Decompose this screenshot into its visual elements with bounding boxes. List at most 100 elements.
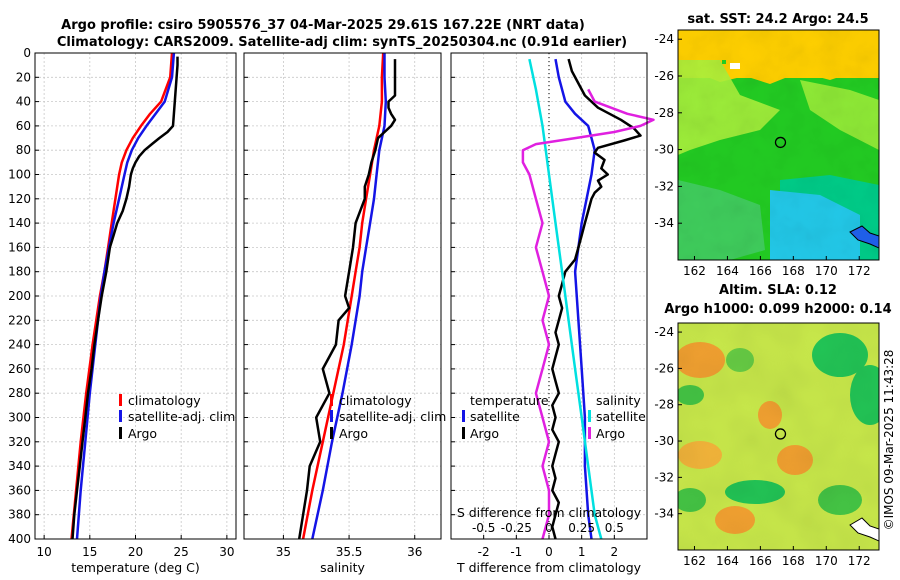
legend-swatch-s-argo (588, 427, 591, 439)
map-x-tick-label: 172 (848, 554, 871, 568)
x-tick-label: 30 (219, 545, 234, 559)
map-x-tick-label: 168 (782, 264, 805, 278)
series-line-climatology (301, 52, 385, 540)
top-tick-label: 0.5 (605, 521, 624, 535)
y-tick-label: 400 (8, 532, 31, 546)
y-tick-label: 20 (16, 70, 31, 84)
map-x-tick-label: 164 (716, 554, 739, 568)
y-tick-label: 80 (16, 143, 31, 157)
top-axis-label: S difference from climatology (457, 505, 642, 520)
sla-map-ticks: 162 164 166 168 170 172 -24 -26 -28 -30 -32 -34 (654, 325, 870, 568)
map-y-tick-label: -32 (654, 470, 674, 484)
y-tick-label: 0 (23, 46, 31, 60)
y-tick-label: 140 (8, 216, 31, 230)
legend-swatch-argo (119, 427, 122, 439)
legend-label-t-satellite: satellite (470, 409, 520, 424)
legend-label-climatology: climatology (339, 393, 412, 408)
x-tick-label: 35.5 (336, 545, 363, 559)
difference-panel: -2 -1 0 1 2T difference from climatology S di… (450, 52, 655, 575)
legend-label-s-argo: Argo (596, 426, 625, 441)
sst-cloud-gap (730, 63, 740, 69)
sla-texture (678, 323, 879, 550)
map-y-tick-label: -34 (654, 507, 674, 521)
x-tick-label: -1 (510, 545, 522, 559)
series-line-argo (297, 59, 397, 540)
salinity-panel: 35 35.5 36 salinity (243, 52, 442, 575)
map-x-tick-label: 168 (782, 554, 805, 568)
y-tick-label: 280 (8, 386, 31, 400)
map-x-tick-label: 164 (716, 264, 739, 278)
legend-label-satellite: satellite-adj. clim (339, 409, 446, 424)
x-tick-label: -2 (478, 545, 490, 559)
y-tick-label: 180 (8, 265, 31, 279)
new-caledonia-coast (849, 517, 879, 542)
map-x-tick-label: 162 (683, 264, 706, 278)
legend-swatch-satellite (119, 410, 122, 422)
map-y-tick-label: -30 (654, 434, 674, 448)
series-line-t-argo (551, 58, 642, 540)
x-tick-label: 0 (545, 545, 553, 559)
argo-position-marker (774, 136, 787, 149)
top-tick-label: -0.5 (472, 521, 495, 535)
sla-map: 162 164 166 168 170 172 -24 -26 -28 -30 -32 -34 (654, 322, 880, 568)
y-tick-label: 240 (8, 338, 31, 352)
map-y-tick-label: -28 (654, 106, 674, 120)
series-line-climatology (70, 52, 174, 540)
y-tick-label: 200 (8, 289, 31, 303)
map-x-tick-label: 170 (815, 264, 838, 278)
y-tick-label: 340 (8, 459, 31, 473)
y-tick-label: 100 (8, 168, 31, 182)
series-line-argo (71, 56, 179, 540)
y-tick-label: 360 (8, 483, 31, 497)
y-tick-label: 320 (8, 435, 31, 449)
top-tick-label: -0.25 (501, 521, 532, 535)
map-x-tick-label: 170 (815, 554, 838, 568)
y-tick-label: 40 (16, 95, 31, 109)
map-y-tick-label: -24 (654, 325, 674, 339)
x-tick-label: 10 (36, 545, 51, 559)
y-tick-label: 380 (8, 508, 31, 522)
top-tick-label: 0 (545, 521, 553, 535)
legend-swatch-t-satellite (462, 410, 465, 422)
sst-map-ticks: 162 164 166 168 170 172 -24 -26 -28 -30 -32 -34 (654, 32, 870, 278)
legend-swatch-s-satellite (588, 410, 591, 422)
map-x-tick-label: 162 (683, 554, 706, 568)
map-y-tick-label: -26 (654, 69, 674, 83)
map-y-tick-label: -24 (654, 32, 674, 46)
y-tick-label: 120 (8, 192, 31, 206)
argo-position-marker (774, 428, 787, 440)
map-y-tick-label: -32 (654, 179, 674, 193)
map-y-tick-label: -30 (654, 143, 674, 157)
legend-swatch-climatology (330, 394, 333, 406)
credit-text: ©IMOS 09-Mar-2025 11:43:28 (882, 350, 896, 531)
legend-label-t-argo: Argo (470, 426, 499, 441)
legend-label-climatology: climatology (128, 393, 201, 408)
main-title-line2: Climatology: CARS2009. Satellite-adj cli… (57, 35, 627, 50)
sla-map-frame (677, 322, 880, 551)
top-tick-label: 0.25 (568, 521, 595, 535)
x-tick-label: 25 (174, 545, 189, 559)
legend-swatch-climatology (119, 394, 122, 406)
y-tick-label: 160 (8, 240, 31, 254)
map-x-tick-label: 172 (848, 264, 871, 278)
x-axis-label: salinity (320, 560, 365, 575)
main-title-line1: Argo profile: csiro 5905576_37 04-Mar-20… (61, 18, 585, 33)
x-axis-label: T difference from climatology (456, 560, 642, 575)
new-caledonia-coast (849, 225, 879, 249)
x-tick-label: 1 (578, 545, 586, 559)
x-tick-label: 36 (407, 545, 422, 559)
temperature-legend: climatology satellite-adj. clim Argo (119, 393, 235, 441)
legend-swatch-argo (330, 427, 333, 439)
sst-map-frame (677, 29, 880, 261)
legend-swatch-t-argo (462, 427, 465, 439)
x-tick-label: 20 (128, 545, 143, 559)
legend-label-s-satellite: satellite (596, 409, 646, 424)
sst-map-title: sat. SST: 24.2 Argo: 24.5 (687, 12, 868, 27)
map-y-tick-label: -34 (654, 216, 674, 230)
sst-texture (678, 30, 879, 260)
salinity-legend: climatology satellite-adj. clim Argo (330, 393, 446, 441)
y-tick-label: 60 (16, 119, 31, 133)
legend-swatch-satellite (330, 410, 333, 422)
y-tick-label: 260 (8, 362, 31, 376)
